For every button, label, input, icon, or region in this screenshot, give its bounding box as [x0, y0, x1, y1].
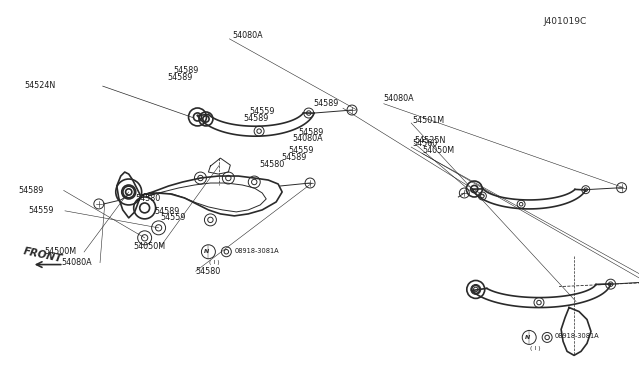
Text: 54589: 54589 — [173, 66, 199, 75]
Text: ( I ): ( I ) — [530, 346, 541, 351]
Text: 54559: 54559 — [29, 206, 54, 215]
Text: 08918-3081A: 08918-3081A — [234, 248, 279, 254]
Text: 54501M: 54501M — [412, 116, 445, 125]
Text: 54559: 54559 — [288, 146, 314, 155]
Text: N: N — [525, 335, 530, 340]
Text: 54589: 54589 — [19, 186, 44, 195]
Text: 54589: 54589 — [243, 114, 269, 123]
Text: 54559: 54559 — [161, 213, 186, 222]
Text: 08918-3081A: 08918-3081A — [555, 333, 600, 339]
Text: 54560: 54560 — [412, 139, 438, 148]
Text: 54524N: 54524N — [25, 81, 56, 90]
Text: 54589: 54589 — [314, 99, 339, 108]
Text: 54525N: 54525N — [414, 136, 445, 145]
Text: 54580: 54580 — [135, 195, 161, 203]
Text: 54050M: 54050M — [134, 242, 166, 251]
Text: 54080A: 54080A — [62, 258, 92, 267]
Text: ( I ): ( I ) — [209, 260, 220, 265]
Text: 54589: 54589 — [154, 208, 180, 217]
Text: 54559: 54559 — [250, 108, 275, 116]
Text: 54500M: 54500M — [44, 247, 76, 256]
Text: 54589: 54589 — [167, 73, 193, 82]
Text: 54589: 54589 — [298, 128, 324, 137]
Text: FRONT: FRONT — [23, 247, 64, 265]
Text: 54080A: 54080A — [292, 134, 323, 144]
Text: 54080A: 54080A — [384, 94, 414, 103]
Text: J401019C: J401019C — [543, 17, 586, 26]
Text: 54050M: 54050M — [422, 146, 454, 155]
Text: N: N — [204, 249, 209, 254]
Text: 54580: 54580 — [259, 160, 285, 169]
Text: 54080A: 54080A — [232, 31, 262, 41]
Text: 54589: 54589 — [282, 153, 307, 161]
Text: 54580: 54580 — [196, 267, 221, 276]
